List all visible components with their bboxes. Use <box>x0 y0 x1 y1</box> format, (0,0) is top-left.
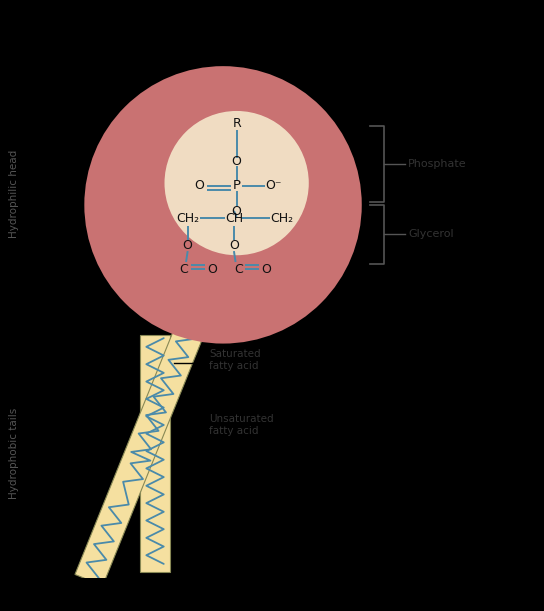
Text: CH₂: CH₂ <box>270 212 293 225</box>
Text: O: O <box>183 239 193 252</box>
Text: C: C <box>179 263 188 276</box>
Text: Hydrophilic head: Hydrophilic head <box>9 150 18 238</box>
Polygon shape <box>75 330 201 586</box>
Text: Phosphate: Phosphate <box>408 159 467 169</box>
Text: R: R <box>232 117 241 130</box>
Text: O: O <box>232 205 242 218</box>
Text: Hydrophobic tails: Hydrophobic tails <box>9 408 18 499</box>
Text: P: P <box>233 179 240 192</box>
Text: Unsaturated
fatty acid: Unsaturated fatty acid <box>209 414 274 436</box>
Text: O: O <box>229 239 239 252</box>
Text: O: O <box>261 263 271 276</box>
Text: C: C <box>234 263 243 276</box>
Text: Saturated
fatty acid: Saturated fatty acid <box>209 349 261 371</box>
Text: O: O <box>207 263 217 276</box>
Circle shape <box>164 111 309 255</box>
Bar <box>140 335 170 572</box>
Circle shape <box>84 66 362 343</box>
Text: CH₂: CH₂ <box>176 212 199 225</box>
Text: O: O <box>195 179 205 192</box>
Text: Glycerol: Glycerol <box>408 229 454 240</box>
Text: CH: CH <box>225 212 243 225</box>
Text: O: O <box>232 155 242 168</box>
Text: O⁻: O⁻ <box>265 179 282 192</box>
